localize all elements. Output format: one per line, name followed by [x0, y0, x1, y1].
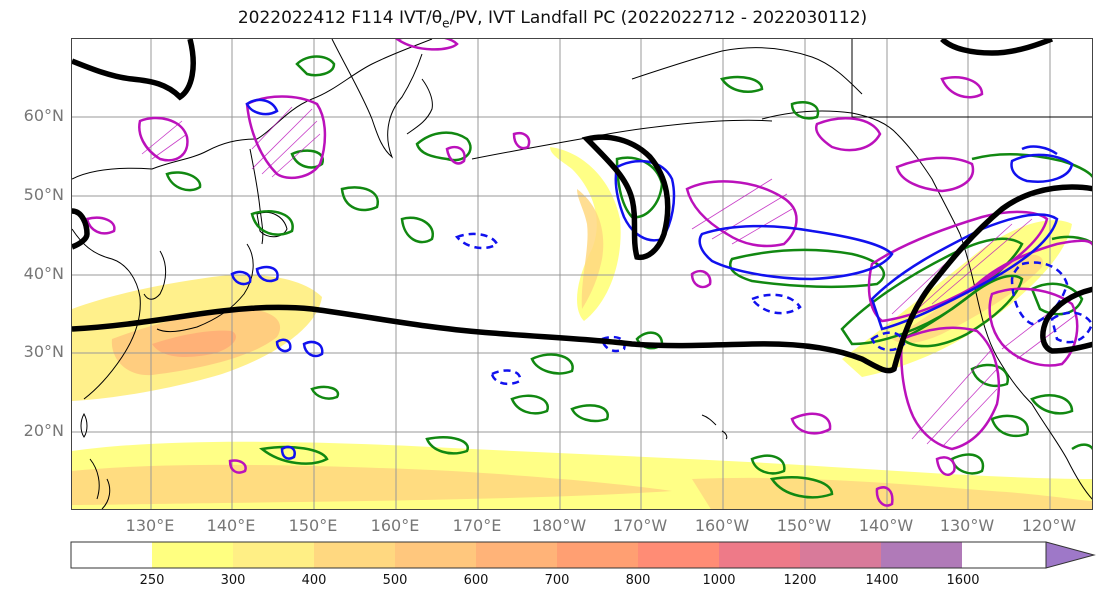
jet-contour — [72, 39, 1092, 374]
colorbar-box — [233, 542, 314, 568]
ivt-central-plume — [550, 147, 621, 321]
baja — [1031, 403, 1092, 500]
colorbar-boxes — [71, 542, 962, 568]
theta-e-contours — [165, 55, 1092, 499]
colorbar-tick: 600 — [463, 573, 489, 588]
lon-label: 130°E — [125, 516, 175, 535]
lat-label: 40°N — [23, 264, 64, 283]
colorbar-box — [800, 542, 881, 568]
map-panel — [71, 38, 1093, 510]
colorbar-box — [395, 542, 476, 568]
map-canvas — [72, 39, 1092, 509]
colorbar-tick: 300 — [220, 573, 246, 588]
ivt-plume-west-inner — [152, 330, 236, 357]
lon-label: 160°E — [370, 516, 420, 535]
colorbar-tick: 800 — [625, 573, 651, 588]
lon-label: 120°W — [1021, 516, 1077, 535]
lon-label: 160°W — [694, 516, 750, 535]
colorbar-box — [719, 542, 800, 568]
lon-label: 170°E — [452, 516, 502, 535]
kamchatka-coast — [331, 39, 423, 159]
colorbar-box — [71, 542, 152, 568]
colorbar-box — [557, 542, 638, 568]
title-suffix: /PV, IVT Landfall PC (2022022712 - 20220… — [449, 8, 868, 28]
lat-label: 50°N — [23, 185, 64, 204]
colorbar-tick: 1400 — [865, 573, 899, 588]
china-coast — [72, 228, 141, 400]
lat-label: 20°N — [23, 421, 64, 440]
lat-label: 30°N — [23, 342, 64, 361]
lon-label: 150°W — [776, 516, 832, 535]
title-prefix: 2022022412 F114 IVT/θ — [237, 8, 443, 28]
colorbar-tick: 500 — [382, 573, 408, 588]
alaska-west — [631, 47, 863, 95]
japan-hokkaido — [256, 212, 288, 238]
chart-title: 2022022412 F114 IVT/θe/PV, IVT Landfall … — [0, 8, 1105, 30]
colorbar-tick: 1200 — [783, 573, 817, 588]
hawaii — [701, 414, 728, 440]
colorbar-box — [638, 542, 719, 568]
canada-border — [851, 39, 1092, 118]
pv-hatching — [141, 106, 1078, 448]
colorbar-outline — [70, 541, 1047, 569]
colorbar-box — [152, 542, 233, 568]
colorbar-box — [314, 542, 395, 568]
colorbar-box — [476, 542, 557, 568]
us-west-coast — [959, 233, 1033, 405]
coastlines — [72, 39, 1092, 509]
sakhalin — [249, 148, 264, 245]
asia-coast — [72, 39, 433, 180]
lon-label: 140°W — [858, 516, 914, 535]
taiwan — [80, 412, 88, 438]
philippines — [89, 458, 111, 509]
colorbar-tick: 250 — [139, 573, 165, 588]
lon-label: 170°W — [612, 516, 668, 535]
colorbar-extend-arrow — [1045, 541, 1096, 569]
colorbar-tick: 1600 — [946, 573, 980, 588]
korea — [143, 250, 167, 300]
lon-label: 130°W — [939, 516, 995, 535]
colorbar-tick: 1000 — [702, 573, 736, 588]
lat-label: 60°N — [23, 106, 64, 125]
ivt-central-plume-core — [577, 189, 604, 309]
lon-label: 150°E — [288, 516, 338, 535]
kamchatka-peninsula — [406, 78, 433, 135]
pv-contours — [85, 39, 1092, 507]
colorbar-box — [881, 542, 962, 568]
colorbar-tick: 700 — [544, 573, 570, 588]
ivt-tropical-band-core — [72, 464, 672, 505]
colorbar — [70, 541, 1096, 569]
colorbar-tick: 400 — [301, 573, 327, 588]
bc-coast — [896, 133, 961, 235]
lon-label: 140°E — [206, 516, 256, 535]
lon-label: 180°W — [531, 516, 587, 535]
title-subscript: e — [442, 16, 450, 31]
